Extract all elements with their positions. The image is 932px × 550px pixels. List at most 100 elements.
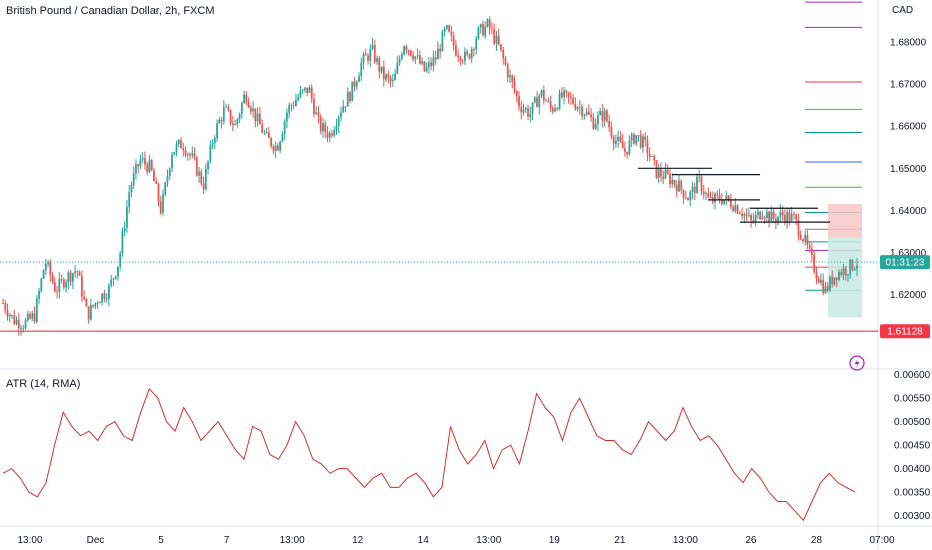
candle-body — [644, 136, 647, 141]
candle-body — [295, 100, 297, 106]
candle-body — [515, 90, 518, 97]
candle-body — [263, 132, 266, 134]
atr-tick-label: 0.00500 — [894, 417, 931, 428]
candle-body — [8, 315, 11, 317]
candle-body — [475, 38, 478, 50]
candle-body — [811, 248, 813, 255]
candle-body — [126, 206, 128, 228]
time-tick-label: 07:00 — [869, 535, 894, 546]
candle-body — [560, 92, 563, 98]
candle-body — [279, 141, 282, 151]
candle-body — [353, 81, 356, 87]
candle-body — [504, 58, 507, 65]
price-tick-label: 1.65000 — [890, 164, 927, 175]
price-tick-label: 1.64000 — [890, 206, 927, 217]
chart-title: British Pound / Canadian Dollar, 2h, FXC… — [6, 5, 215, 17]
candle-body — [842, 268, 845, 276]
candle-body — [225, 106, 227, 108]
candle-body — [617, 136, 620, 141]
candle-body — [62, 279, 65, 288]
candle-body — [689, 192, 692, 201]
candle-body — [319, 116, 322, 132]
candle-body — [369, 48, 372, 61]
candle-body — [786, 211, 789, 223]
candle-body — [551, 107, 554, 112]
candle-body — [572, 97, 574, 104]
candle-body — [56, 291, 58, 293]
candle-body — [189, 154, 191, 156]
candle-body — [732, 206, 734, 212]
candle-body — [691, 186, 694, 193]
candle-body — [497, 35, 500, 45]
candle-body — [723, 199, 725, 204]
candle-body — [835, 277, 838, 280]
candle-body — [103, 293, 106, 300]
candle-body — [344, 106, 347, 108]
candle-body — [693, 186, 696, 194]
time-tick-label: 12 — [352, 535, 364, 546]
candle-body — [209, 144, 212, 162]
candle-body — [655, 160, 658, 178]
candle-body — [213, 137, 216, 144]
candle-body — [630, 134, 633, 141]
candle-body — [770, 211, 773, 222]
currency-label: CAD — [892, 5, 914, 16]
candle-body — [29, 313, 31, 319]
candle-body — [180, 139, 182, 149]
candle-body — [783, 215, 786, 223]
candle-body — [754, 215, 757, 222]
candle-body — [829, 276, 831, 291]
support-price-badge — [880, 324, 930, 339]
candle-body — [473, 48, 475, 50]
candle-body — [491, 28, 493, 30]
candle-body — [403, 46, 405, 55]
candle-body — [777, 216, 780, 223]
candle-body — [326, 132, 329, 138]
candle-body — [227, 106, 230, 110]
candle-body — [790, 213, 793, 221]
candle-body — [245, 94, 248, 102]
candle-body — [364, 54, 367, 56]
candle-body — [813, 254, 816, 273]
time-tick-label: 19 — [549, 535, 561, 546]
candle-body — [6, 310, 9, 317]
price-badges: 01:31:23 1.61128 — [849, 255, 930, 371]
candle-body — [153, 170, 155, 182]
candle-body — [441, 31, 444, 52]
candle-body — [802, 239, 804, 242]
candle-body — [549, 100, 552, 108]
candle-body — [660, 169, 662, 177]
candle-body — [288, 105, 291, 113]
candle-body — [450, 31, 453, 36]
candle-body — [500, 44, 502, 50]
candle-body — [283, 121, 286, 134]
candle-body — [155, 181, 158, 184]
candle-body — [477, 27, 480, 39]
candle-body — [648, 154, 651, 157]
candle-body — [743, 214, 746, 217]
candle-body — [506, 64, 509, 78]
candle-body — [2, 302, 4, 304]
candle-body — [135, 164, 137, 174]
candle-body — [840, 271, 843, 276]
candle-body — [653, 156, 656, 161]
candle-body — [371, 44, 374, 49]
candle-body — [768, 211, 771, 222]
candle-body — [231, 123, 234, 126]
candle-body — [265, 132, 268, 134]
candle-body — [822, 279, 825, 293]
candle-body — [788, 211, 791, 221]
candle-body — [479, 24, 482, 28]
candle-body — [240, 103, 243, 115]
candle-body — [682, 189, 685, 198]
candle-body — [38, 291, 40, 299]
candle-body — [633, 134, 635, 144]
candle-body — [421, 61, 424, 64]
candle-body — [581, 106, 583, 117]
candle-body — [434, 57, 437, 60]
candle-body — [493, 29, 496, 44]
candle-body — [502, 49, 505, 59]
candle-body — [759, 211, 762, 220]
candle-body — [750, 214, 752, 221]
